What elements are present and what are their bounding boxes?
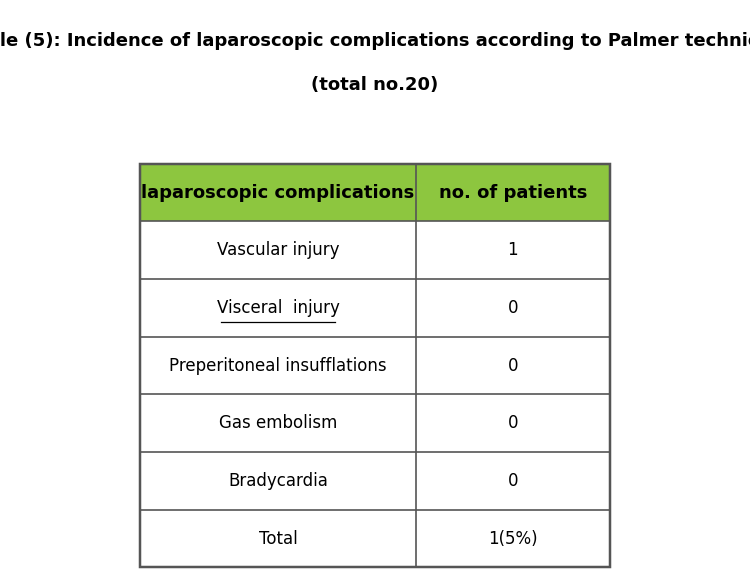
- Text: 0: 0: [508, 414, 518, 432]
- FancyBboxPatch shape: [140, 337, 610, 394]
- Text: 0: 0: [508, 299, 518, 317]
- FancyBboxPatch shape: [140, 394, 610, 452]
- Text: (total no.20): (total no.20): [311, 76, 439, 94]
- Text: Total: Total: [259, 529, 297, 548]
- Text: 0: 0: [508, 472, 518, 490]
- FancyBboxPatch shape: [140, 510, 610, 567]
- Text: laparoscopic complications: laparoscopic complications: [141, 184, 415, 202]
- Text: Preperitoneal insufflations: Preperitoneal insufflations: [170, 357, 387, 374]
- Text: Table (5): Incidence of laparoscopic complications according to Palmer technique: Table (5): Incidence of laparoscopic com…: [0, 32, 750, 50]
- FancyBboxPatch shape: [140, 452, 610, 510]
- Text: Bradycardia: Bradycardia: [228, 472, 328, 490]
- FancyBboxPatch shape: [140, 222, 610, 279]
- FancyBboxPatch shape: [140, 164, 610, 222]
- Text: 1: 1: [508, 241, 518, 259]
- FancyBboxPatch shape: [140, 279, 610, 337]
- Text: no. of patients: no. of patients: [439, 184, 587, 202]
- Text: Gas embolism: Gas embolism: [219, 414, 338, 432]
- Text: 1(5%): 1(5%): [488, 529, 538, 548]
- Text: 0: 0: [508, 357, 518, 374]
- Text: Vascular injury: Vascular injury: [217, 241, 339, 259]
- Text: Visceral  injury: Visceral injury: [217, 299, 340, 317]
